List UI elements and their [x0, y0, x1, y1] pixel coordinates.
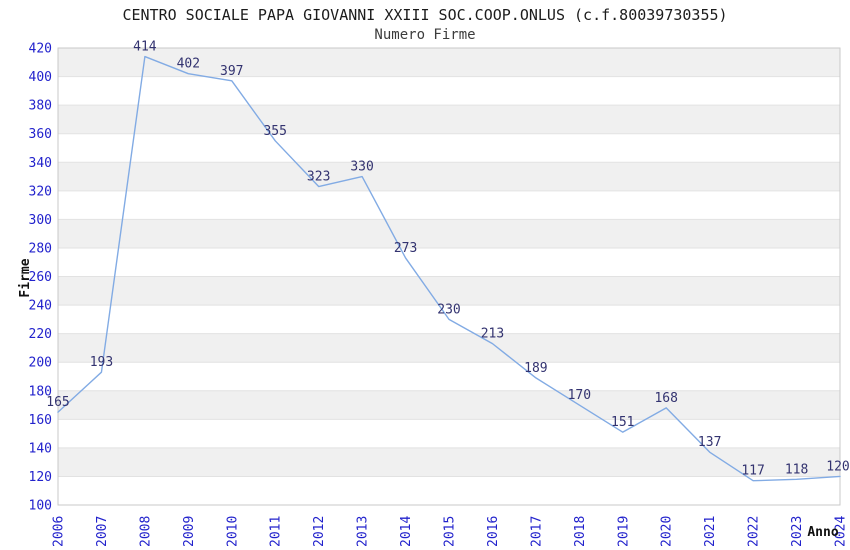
x-tick-label: 2010 [225, 516, 240, 547]
y-tick-label: 420 [29, 42, 52, 57]
data-label: 230 [437, 302, 460, 317]
data-label: 330 [350, 160, 373, 175]
x-tick-label: 2009 [182, 516, 197, 547]
data-label: 151 [611, 415, 634, 430]
y-tick-label: 380 [29, 99, 52, 114]
data-label: 273 [394, 241, 417, 256]
y-tick-label: 280 [29, 241, 52, 256]
data-label: 189 [524, 361, 547, 376]
y-tick-label: 180 [29, 384, 52, 399]
plot-band [58, 333, 840, 363]
x-tick-label: 2016 [486, 516, 501, 547]
y-axis-ticks: 100 120 140 160 180 200 220 240 260 280 300 320 340 3… [29, 42, 52, 514]
data-label: 170 [568, 388, 591, 403]
x-tick-label: 2013 [356, 516, 371, 547]
plot-border [57, 47, 841, 506]
y-tick-label: 160 [29, 413, 52, 428]
series-line [57, 55, 841, 482]
x-tick-label: 2020 [660, 516, 675, 547]
plot-band [58, 390, 840, 420]
x-tick-label: 2023 [790, 516, 805, 547]
y-tick-label: 300 [29, 213, 52, 228]
y-tick-label: 400 [29, 70, 52, 85]
x-axis-title: Anno [807, 525, 838, 540]
y-tick-label: 240 [29, 299, 52, 314]
y-tick-label: 320 [29, 184, 52, 199]
x-tick-label: 2019 [616, 516, 631, 547]
x-tick-label: 2022 [747, 516, 762, 547]
x-tick-label: 2006 [52, 516, 67, 547]
data-label: 397 [220, 64, 243, 79]
x-tick-label: 2014 [399, 516, 414, 547]
y-tick-label: 220 [29, 327, 52, 342]
plot-band [58, 276, 840, 306]
y-tick-label: 200 [29, 356, 52, 371]
data-label: 402 [177, 57, 200, 72]
series-line-layer [57, 55, 841, 482]
y-tick-label: 100 [29, 499, 52, 514]
y-tick-label: 140 [29, 441, 52, 456]
plot-band [58, 48, 840, 77]
plot-band [58, 447, 840, 477]
data-label: 137 [698, 435, 721, 450]
plot-border-rect [57, 47, 841, 506]
data-label: 118 [785, 462, 808, 477]
x-tick-label: 2015 [443, 516, 458, 547]
x-tick-label: 2021 [703, 516, 718, 547]
plot-band [58, 219, 840, 248]
data-label: 165 [46, 395, 69, 410]
x-tick-label: 2017 [529, 516, 544, 547]
x-tick-label: 2011 [269, 516, 284, 547]
data-label: 168 [654, 391, 677, 406]
data-label: 323 [307, 170, 330, 185]
y-tick-label: 260 [29, 270, 52, 285]
data-label: 414 [133, 40, 157, 55]
chart-title: CENTRO SOCIALE PAPA GIOVANNI XXIII SOC.C… [122, 6, 728, 24]
plot-band [58, 162, 840, 191]
data-label: 117 [741, 464, 764, 479]
data-label: 120 [826, 459, 849, 474]
data-label: 355 [263, 124, 286, 139]
x-tick-label: 2012 [312, 516, 327, 547]
data-label: 193 [90, 355, 113, 370]
x-tick-label: 2007 [95, 516, 110, 547]
data-label: 213 [481, 327, 504, 342]
y-tick-label: 120 [29, 470, 52, 485]
y-tick-label: 360 [29, 127, 52, 142]
x-tick-label: 2018 [573, 516, 588, 547]
x-axis-ticks: 2006 2007 2008 2009 2010 2011 2012 2013 2014 2015… [52, 516, 849, 547]
plot-bands [58, 48, 840, 477]
y-tick-label: 340 [29, 156, 52, 171]
gridlines [58, 47, 840, 506]
plot-band [58, 105, 840, 134]
y-axis-title: Firme [18, 258, 33, 297]
chart-subtitle: Numero Firme [374, 27, 476, 43]
point-labels: 165 193 414 402 397 355 323 330 273 230 213 189 170 1… [46, 40, 849, 479]
x-tick-label: 2008 [138, 516, 153, 547]
x-tick-label: 2024 [834, 516, 849, 547]
